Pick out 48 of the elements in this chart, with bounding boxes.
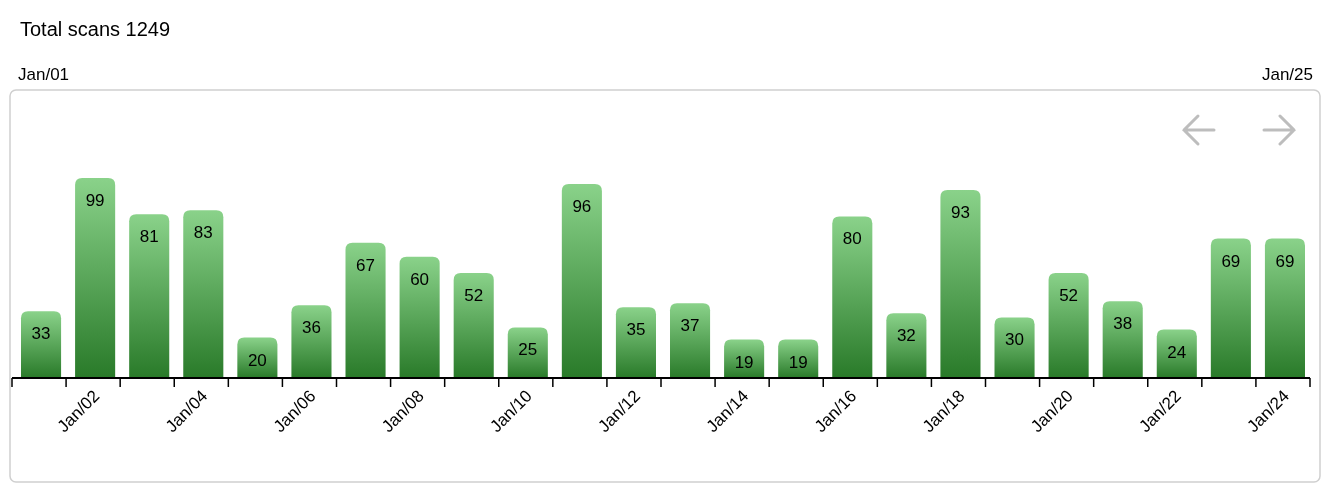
data-label: 69 [1275,251,1295,271]
bar [1048,272,1089,378]
text: Jan/01 [18,65,70,84]
data-label: 30 [1005,330,1024,350]
bar [1264,238,1305,378]
data-label: 35 [626,320,646,340]
bar [561,184,602,378]
data-label: 32 [896,326,916,346]
data-label: 20 [247,350,267,370]
bar [183,210,224,378]
bar [670,303,711,378]
bar [615,307,656,378]
bar [886,313,927,378]
data-label: 52 [464,285,484,305]
bar [453,272,494,378]
data-label: 24 [1167,342,1187,362]
chart-title: Total scans 1249 [20,18,171,40]
bar [832,216,873,378]
bar [1156,329,1197,378]
data-label: 37 [680,316,700,336]
bar [940,190,981,378]
bar [1210,238,1251,378]
bar [75,178,116,378]
bar [345,242,386,378]
data-label: 96 [572,197,592,217]
bar [994,317,1035,378]
data-label: 52 [1059,285,1079,305]
bar [291,305,332,378]
data-label: 33 [31,324,51,344]
data-label: 81 [139,227,159,247]
data-label: 99 [85,191,105,210]
text: Jan/25 [1261,65,1313,84]
bar [1102,301,1143,378]
data-label: 38 [1113,314,1133,334]
data-label: 93 [951,203,970,223]
data-label: 36 [302,318,321,338]
data-label: 83 [193,223,213,243]
bar [399,256,440,378]
data-label: 19 [734,352,754,372]
data-label: 69 [1221,251,1241,271]
data-label: 67 [356,255,375,275]
bar [507,327,548,378]
bar [21,311,62,378]
data-label: 25 [518,340,538,360]
data-label: 60 [410,269,430,289]
data-label: 19 [788,352,808,372]
data-label: 80 [842,229,862,249]
bar [129,214,170,378]
